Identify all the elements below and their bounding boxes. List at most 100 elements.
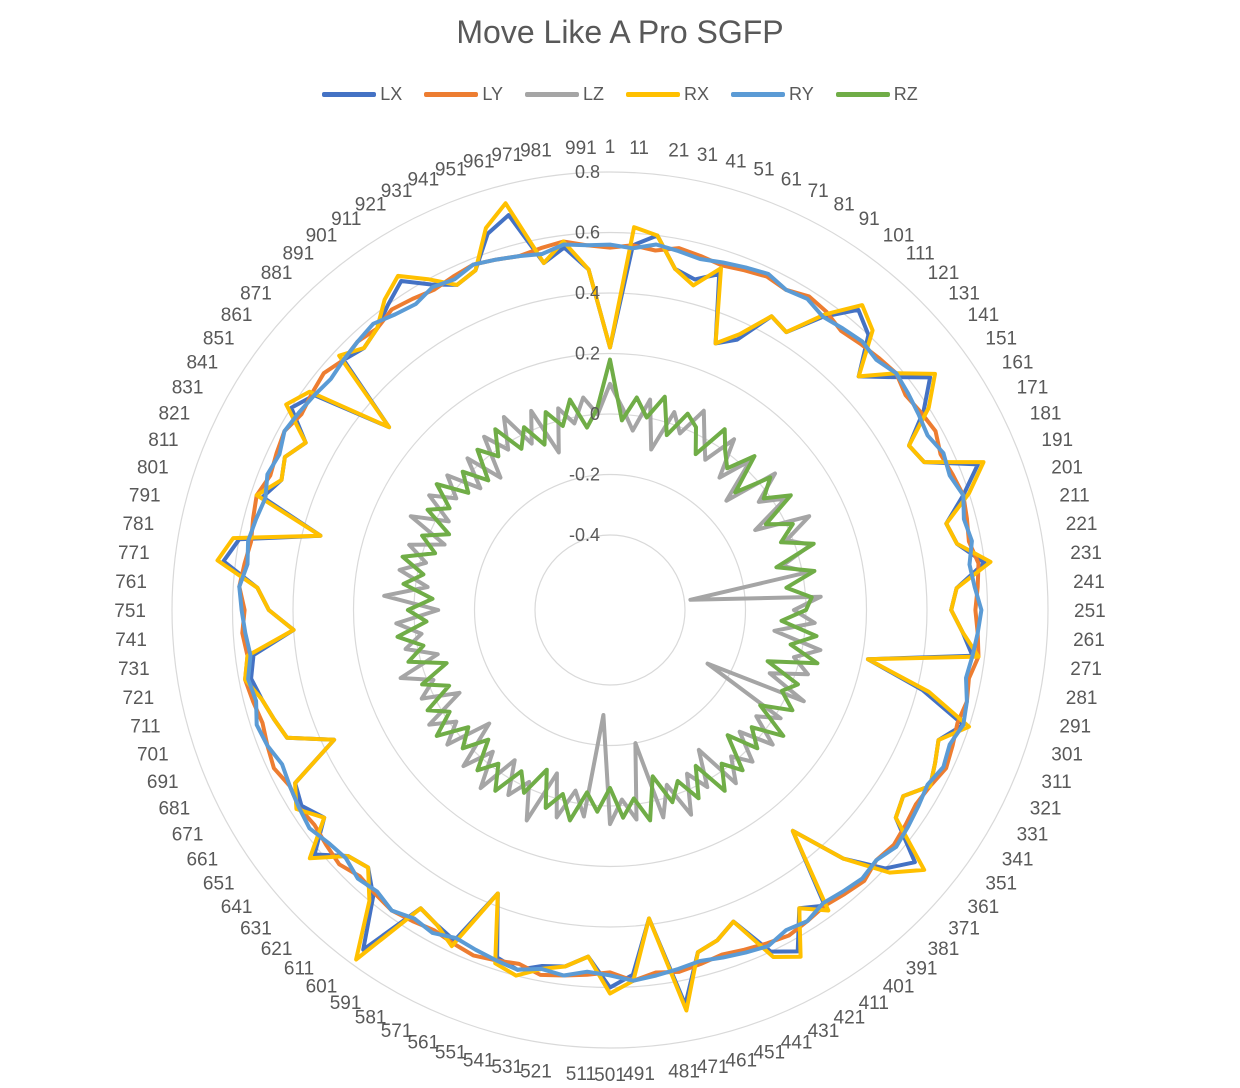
legend-label: RY: [789, 84, 814, 104]
category-label: 241: [1073, 572, 1105, 593]
category-label: 321: [1030, 799, 1062, 820]
category-label: 811: [148, 430, 178, 451]
legend-label: RZ: [893, 84, 918, 104]
category-label: 601: [306, 976, 338, 997]
gridline-circle: [171, 171, 1049, 1049]
series-line-rx: [215, 201, 993, 1013]
category-label: 921: [355, 194, 387, 215]
category-label: 31: [697, 145, 718, 166]
series-line-ry: [237, 242, 984, 983]
legend-item-ly: LY: [424, 84, 503, 105]
legend-label: LY: [482, 84, 503, 104]
category-label: 371: [948, 919, 980, 940]
category-label: 761: [115, 572, 147, 593]
category-label: 1: [605, 137, 616, 158]
series-line-rz: [395, 357, 820, 823]
gridline-circle: [352, 352, 868, 868]
radial-tick-label: 0.6: [575, 223, 600, 243]
category-label: 891: [282, 244, 314, 265]
category-label: 791: [129, 486, 161, 507]
category-label: 711: [130, 716, 160, 737]
category-label: 271: [1070, 659, 1102, 680]
category-label: 771: [118, 543, 150, 564]
category-label: 731: [118, 659, 150, 680]
legend-label: RX: [684, 84, 710, 104]
legend-swatch: [525, 92, 579, 97]
category-label: 391: [906, 959, 938, 980]
category-label: 181: [1030, 403, 1062, 424]
category-label: 361: [968, 897, 1000, 918]
category-label: 981: [520, 141, 552, 162]
category-label: 651: [203, 874, 235, 895]
category-label: 681: [158, 799, 190, 820]
category-label: 381: [928, 939, 960, 960]
category-label: 841: [186, 352, 218, 373]
legend-item-lx: LX: [322, 84, 402, 105]
category-label: 91: [859, 209, 880, 230]
legend-swatch: [835, 92, 890, 97]
category-label: 221: [1066, 514, 1098, 535]
legend-swatch: [626, 92, 681, 97]
category-label: 751: [114, 601, 146, 622]
category-label: 801: [137, 458, 169, 479]
category-label: 831: [172, 378, 204, 399]
category-label: 331: [1017, 825, 1049, 846]
radial-tick-label: -0.4: [569, 525, 600, 545]
legend-item-rx: RX: [626, 84, 709, 105]
category-label: 431: [808, 1021, 840, 1042]
category-label: 901: [306, 226, 338, 247]
category-label: 541: [463, 1050, 495, 1071]
category-label: 211: [1059, 486, 1089, 507]
category-label: 491: [623, 1064, 655, 1085]
category-label: 401: [883, 976, 915, 997]
category-label: 911: [331, 209, 361, 230]
legend-item-ry: RY: [731, 84, 814, 105]
category-label: 551: [435, 1042, 467, 1063]
category-label: 531: [491, 1057, 523, 1078]
category-label: 581: [355, 1008, 387, 1029]
category-label: 621: [261, 939, 293, 960]
category-label: 471: [697, 1057, 729, 1078]
category-label: 501: [594, 1065, 626, 1086]
category-label: 111: [906, 244, 935, 265]
category-label: 301: [1051, 744, 1083, 765]
category-label: 231: [1070, 543, 1102, 564]
category-label: 781: [122, 514, 154, 535]
category-label: 701: [137, 744, 169, 765]
category-label: 41: [725, 152, 746, 173]
gridline-circle: [534, 534, 686, 686]
category-label: 51: [753, 160, 774, 181]
radial-tick-label: 0: [590, 404, 600, 424]
category-label: 341: [1002, 850, 1034, 871]
category-label: 961: [463, 152, 495, 173]
category-label: 81: [834, 194, 855, 215]
category-label: 971: [491, 145, 523, 166]
category-label: 481: [668, 1061, 700, 1082]
category-label: 611: [284, 959, 314, 980]
category-label: 991: [565, 138, 597, 159]
legend-label: LZ: [583, 84, 605, 104]
category-label: 131: [948, 283, 980, 304]
category-label: 101: [883, 226, 915, 247]
category-label: 511: [566, 1064, 596, 1085]
category-label: 21: [668, 141, 689, 162]
category-label: 571: [381, 1021, 413, 1042]
category-label: 441: [781, 1032, 813, 1053]
legend-item-rz: RZ: [835, 84, 918, 105]
category-label: 191: [1041, 430, 1073, 451]
category-label: 171: [1017, 378, 1049, 399]
category-label: 61: [781, 170, 802, 191]
category-label: 521: [520, 1061, 552, 1082]
category-label: 691: [147, 772, 179, 793]
legend-swatch: [424, 92, 479, 97]
category-label: 591: [330, 993, 362, 1014]
category-label: 281: [1066, 688, 1098, 709]
radial-tick-label: 0.2: [575, 344, 600, 364]
category-label: 451: [753, 1042, 785, 1063]
category-label: 661: [186, 850, 218, 871]
category-label: 151: [985, 328, 1017, 349]
category-label: 251: [1074, 601, 1106, 622]
category-label: 71: [808, 181, 829, 202]
series-line-lz: [382, 381, 823, 827]
